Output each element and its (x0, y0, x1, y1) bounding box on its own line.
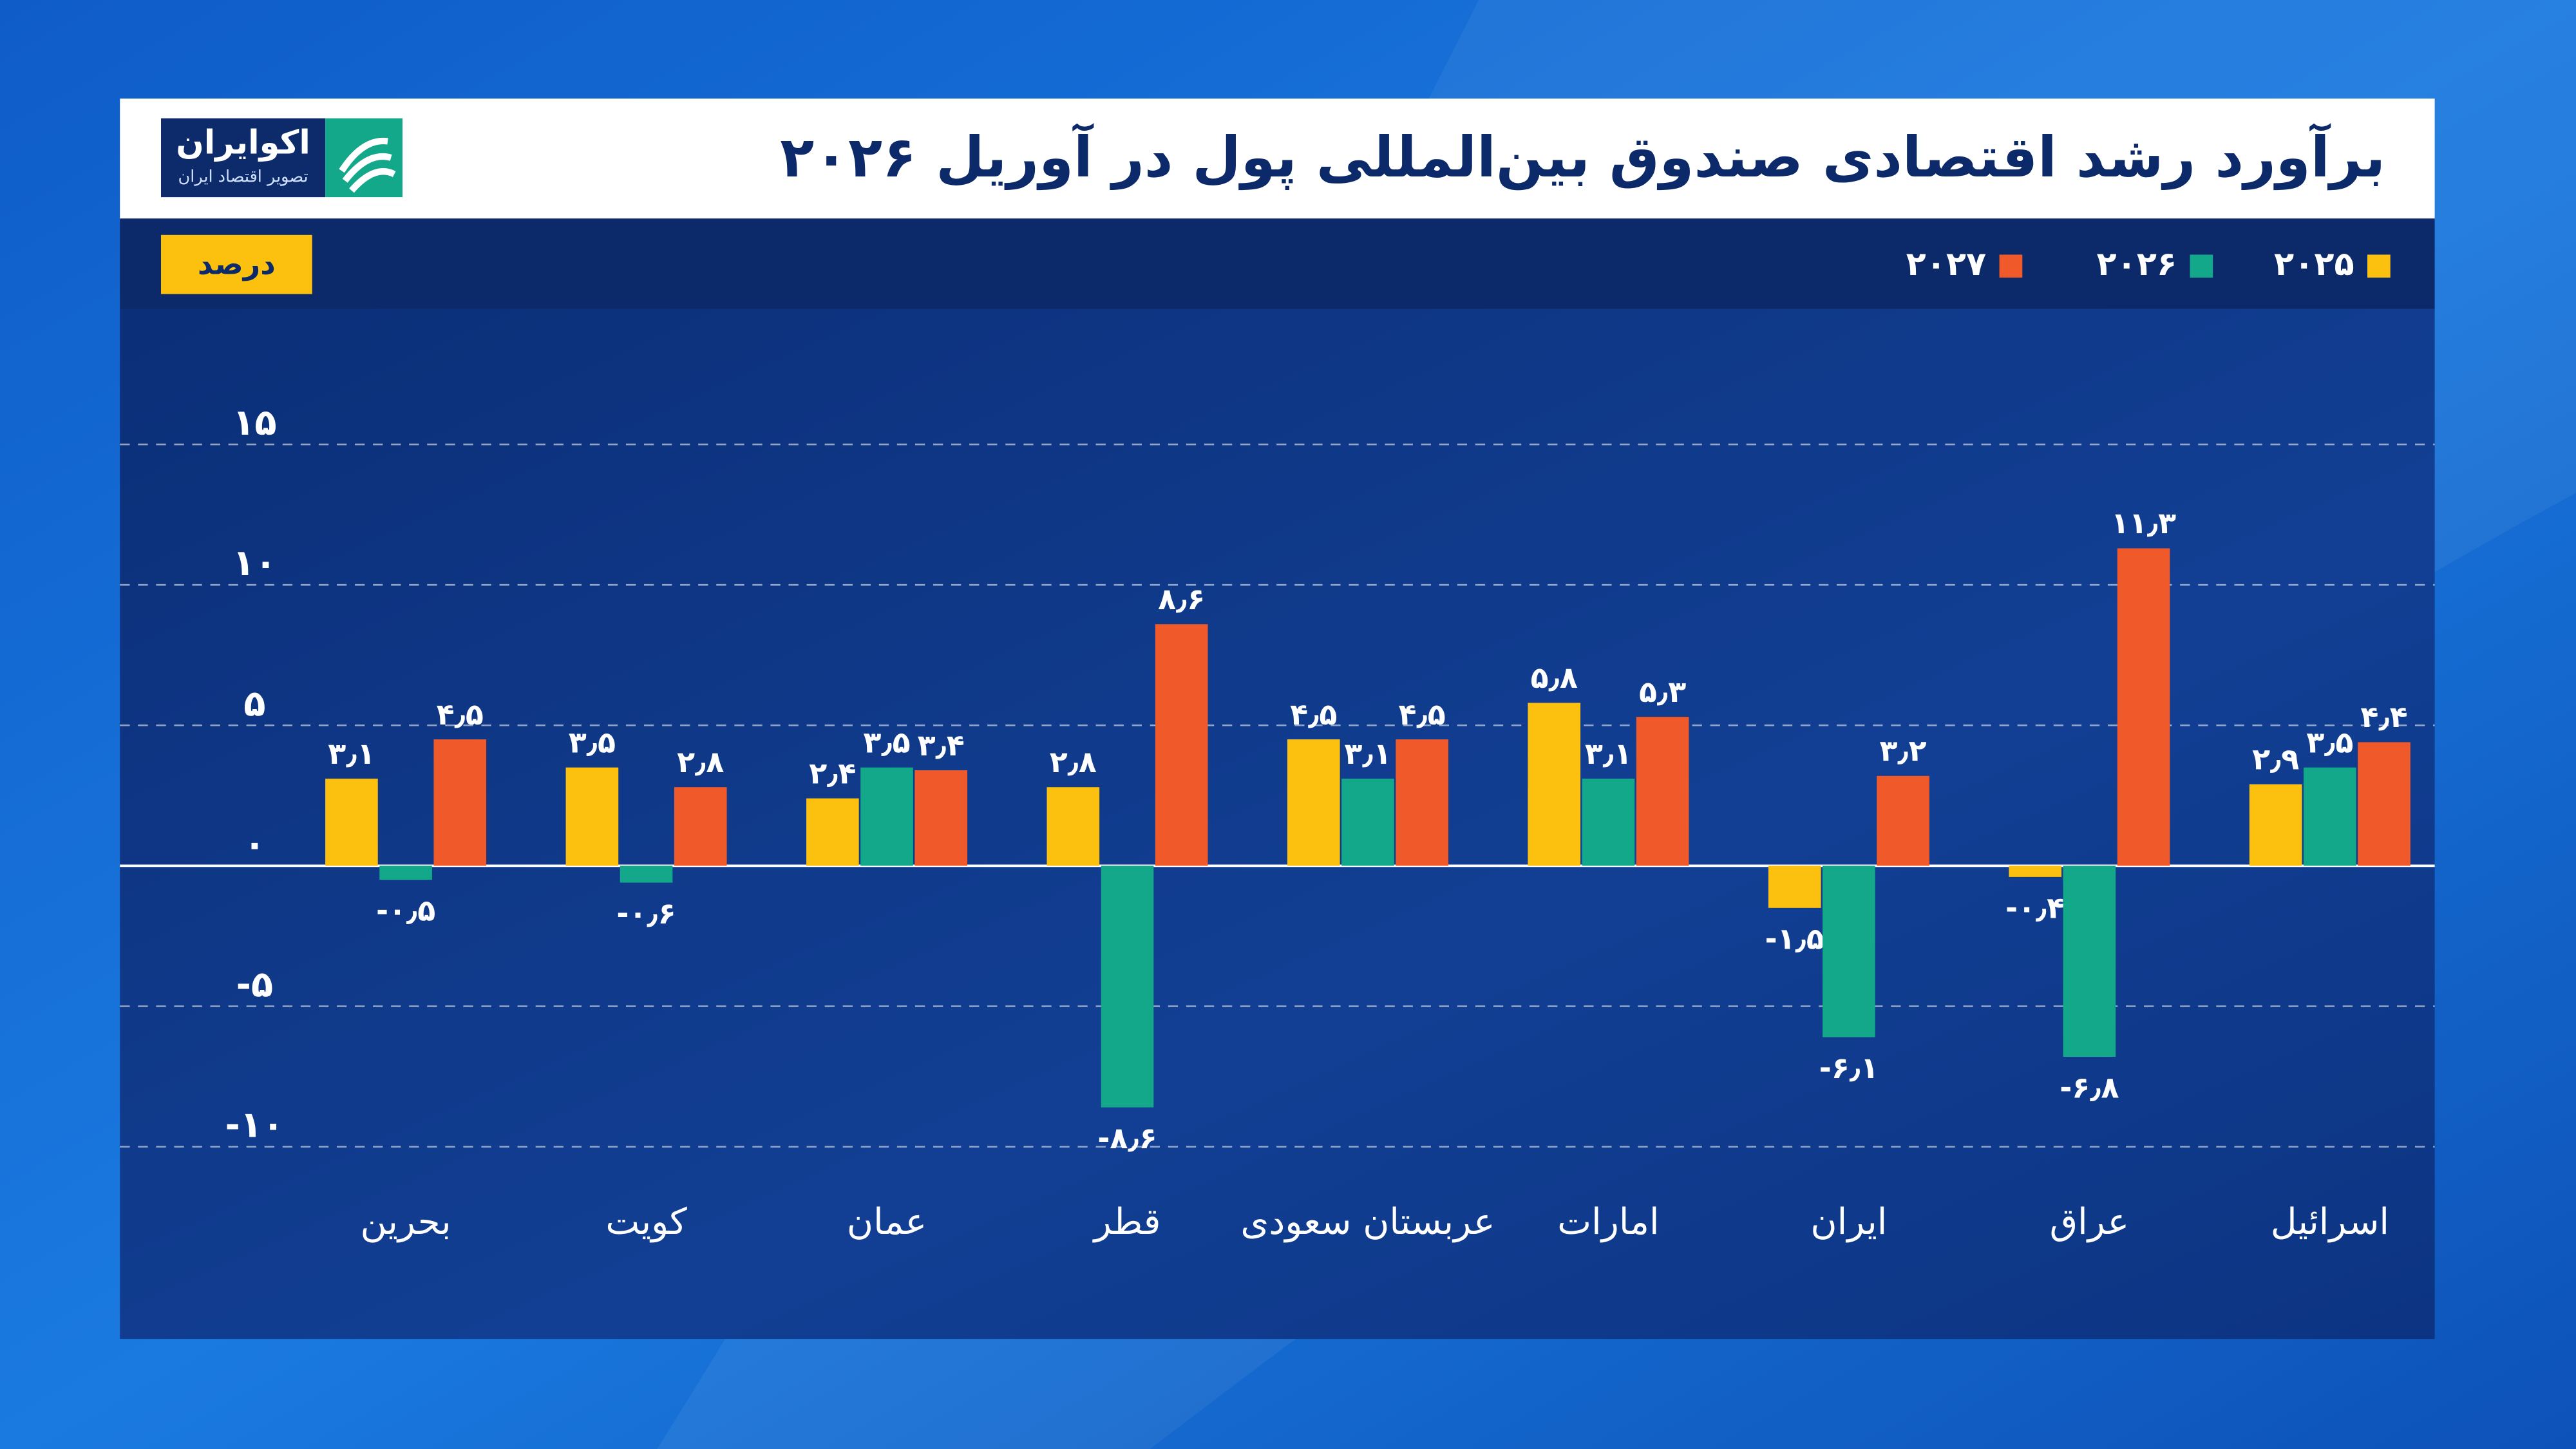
plot-panel (120, 308, 2435, 1340)
x-tick-label: امارات (1557, 1201, 1659, 1243)
x-tick-label: ایران (1810, 1201, 1887, 1243)
x-tick-label: کویت (605, 1201, 687, 1243)
y-tick-label: ۰ (243, 823, 265, 865)
bar (674, 787, 727, 866)
bar (1877, 775, 1929, 866)
bar (2304, 767, 2356, 866)
y-tick-label: -۵ (236, 964, 274, 1006)
chart-title: برآورد رشد اقتصادی صندوق بین‌المللی پول … (780, 123, 2385, 190)
bar (1155, 624, 1208, 866)
data-label: ۱۱٫۳ (2111, 506, 2176, 540)
data-label: -۶٫۸ (2060, 1070, 2119, 1105)
logo-mark (339, 137, 396, 193)
bar (2063, 866, 2116, 1057)
data-label: -۸٫۶ (1097, 1121, 1157, 1155)
y-tick-label: ۱۰ (232, 542, 277, 584)
bar (2009, 866, 2062, 877)
data-label: ۲٫۴ (809, 755, 856, 790)
data-label: ۴٫۵ (437, 697, 484, 732)
data-label: ۵٫۳ (1639, 674, 1686, 709)
bar (565, 767, 619, 866)
bar (620, 866, 673, 883)
data-label: -۰٫۵ (376, 893, 435, 928)
logo-name: اکوایران (176, 124, 310, 162)
x-tick-label: عمان (847, 1201, 927, 1243)
bar (325, 779, 378, 866)
data-label: ۳٫۱ (328, 736, 375, 771)
unit-box (161, 234, 312, 294)
legend-label: ۲۰۲۵ (2274, 245, 2354, 283)
y-tick-label: ۱۵ (232, 402, 277, 444)
legend-label: ۲۰۲۶ (2097, 245, 2177, 283)
data-label: ۳٫۵ (569, 724, 616, 759)
bar (1341, 779, 1394, 866)
y-tick-label: ۵ (243, 683, 265, 724)
bar (1582, 779, 1635, 866)
data-label: ۵٫۸ (1531, 660, 1578, 695)
bar (1768, 866, 1821, 908)
x-tick-label: اسرائیل (2271, 1201, 2389, 1243)
x-tick-label: عراق (2050, 1201, 2130, 1243)
legend-swatch (1999, 254, 2023, 278)
bar (860, 767, 913, 866)
data-label: ۸٫۶ (1158, 582, 1205, 616)
data-label: ۳٫۴ (918, 728, 965, 762)
data-label: ۲٫۸ (1050, 744, 1097, 779)
legend-bar (120, 218, 2435, 311)
legend-label: ۲۰۲۷ (1906, 245, 1987, 283)
bar (1823, 866, 1875, 1037)
bar (1636, 717, 1689, 866)
x-tick-label: بحرین (361, 1201, 451, 1243)
data-label: -۰٫۴ (2005, 890, 2065, 925)
bar (1287, 739, 1340, 866)
header-bar (120, 99, 2435, 220)
bar (379, 866, 432, 880)
bar (1396, 739, 1448, 866)
data-label: -۶٫۱ (1819, 1050, 1879, 1085)
logo-tagline: تصویر اقتصاد ایران (178, 167, 308, 187)
data-label: -۰٫۶ (616, 896, 676, 931)
data-label: ۲٫۹ (2252, 742, 2299, 777)
bar (914, 770, 968, 866)
bar (1101, 866, 1154, 1108)
data-label: ۴٫۴ (2360, 699, 2407, 734)
legend-swatch (2367, 254, 2391, 278)
data-label: ۳٫۵ (863, 724, 910, 759)
x-tick-label: عربستان سعودی (1240, 1201, 1495, 1243)
bar (2358, 742, 2410, 866)
data-label: ۲٫۸ (677, 744, 724, 779)
data-label: ۴٫۵ (1290, 697, 1337, 732)
data-label: -۱٫۵ (1765, 921, 1824, 956)
bar (2249, 784, 2302, 866)
y-axis-unit: درصد (198, 247, 276, 281)
x-tick-label: قطر (1092, 1201, 1161, 1243)
data-label: ۳٫۱ (1585, 736, 1632, 771)
data-label: ۳٫۵ (2306, 724, 2353, 759)
bar (2117, 548, 2170, 866)
bar (1046, 787, 1100, 866)
bar (433, 739, 487, 866)
data-label: ۴٫۵ (1399, 697, 1446, 732)
logo-box (161, 118, 326, 198)
bar (806, 798, 859, 866)
bar (1528, 703, 1581, 866)
legend-swatch (2190, 254, 2213, 278)
y-tick-label: -۱۰ (225, 1104, 285, 1146)
data-label: ۳٫۲ (1880, 734, 1927, 768)
data-label: ۳٫۱ (1344, 736, 1391, 771)
